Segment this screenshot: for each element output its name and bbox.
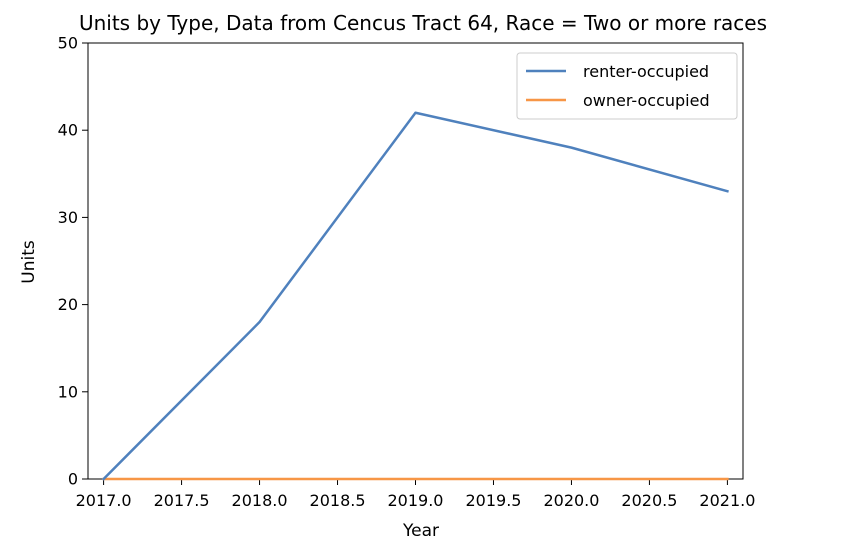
y-tick-label: 0: [68, 470, 78, 489]
y-tick-label: 50: [58, 34, 78, 53]
legend-label-owner-occupied: owner-occupied: [583, 91, 710, 110]
y-axis: 0 10 20 30 40 50: [58, 34, 88, 489]
x-tick-label: 2018.5: [310, 491, 366, 510]
x-axis: 2017.0 2017.5 2018.0 2018.5 2019.0 2019.5 2020…: [76, 479, 755, 510]
chart-title: Units by Type, Data from Cencus Tract 64…: [79, 11, 767, 35]
x-tick-label: 2019.0: [388, 491, 444, 510]
y-axis-label: Units: [19, 240, 39, 284]
x-tick-label: 2020.0: [543, 491, 599, 510]
y-tick-label: 20: [58, 295, 78, 314]
legend: renter-occupied owner-occupied: [516, 52, 738, 120]
x-tick-label: 2019.5: [465, 491, 521, 510]
x-tick-label: 2021.0: [699, 491, 755, 510]
y-tick-label: 40: [58, 121, 78, 140]
series-layer: [101, 111, 729, 481]
x-tick-label: 2018.0: [232, 491, 288, 510]
legend-label-renter-occupied: renter-occupied: [583, 62, 709, 81]
y-tick-label: 10: [58, 382, 78, 401]
legend-box: [516, 52, 738, 120]
x-axis-label: Year: [402, 521, 439, 541]
x-tick-label: 2017.5: [154, 491, 210, 510]
series-line-renter-occupied: [101, 111, 729, 481]
x-tick-label: 2017.0: [76, 491, 132, 510]
y-tick-label: 30: [58, 208, 78, 227]
x-tick-label: 2020.5: [621, 491, 677, 510]
